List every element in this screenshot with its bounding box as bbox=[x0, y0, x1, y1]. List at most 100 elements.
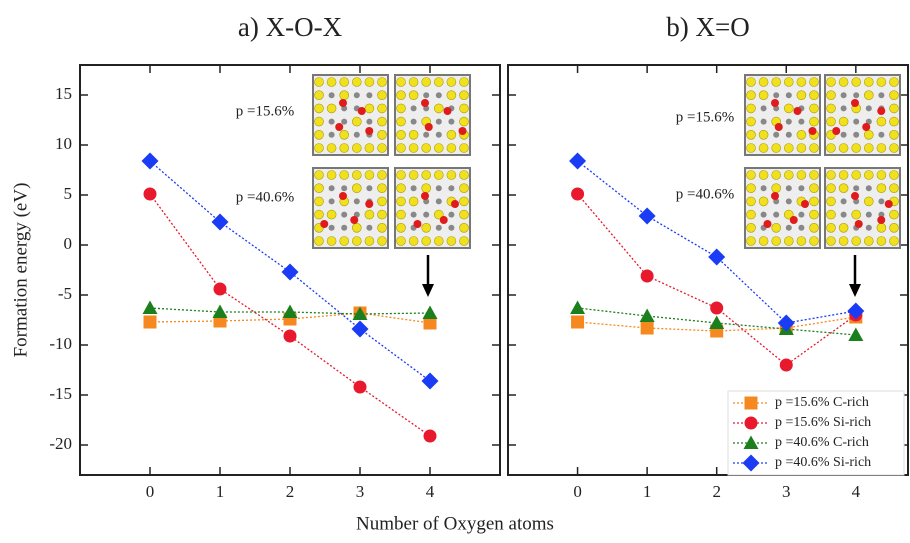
atom-c bbox=[840, 211, 847, 218]
atom-si bbox=[771, 170, 782, 180]
atom-si bbox=[746, 223, 756, 233]
atom-c bbox=[865, 105, 872, 112]
atom-o bbox=[771, 192, 779, 200]
atom-c bbox=[760, 105, 767, 112]
atom-si bbox=[746, 130, 756, 140]
marker-triangle bbox=[212, 304, 228, 318]
annotation: p =40.6% bbox=[236, 189, 294, 205]
atom-si bbox=[377, 236, 387, 246]
marker-triangle bbox=[570, 300, 586, 314]
atom-si bbox=[809, 223, 819, 233]
atom-si bbox=[758, 130, 769, 140]
atom-c bbox=[840, 92, 847, 99]
marker-diamond bbox=[351, 320, 369, 338]
atom-o bbox=[413, 220, 422, 228]
marker-circle bbox=[283, 329, 297, 343]
atom-si bbox=[377, 196, 387, 207]
y-tick-label: 5 bbox=[64, 184, 73, 203]
atom-si bbox=[783, 236, 794, 246]
atom-si bbox=[377, 130, 387, 140]
legend-label: p =40.6% C-rich bbox=[775, 435, 869, 450]
atom-si bbox=[433, 236, 444, 246]
atom-c bbox=[785, 224, 792, 231]
marker-triangle bbox=[709, 315, 725, 329]
marker-circle bbox=[779, 358, 793, 372]
atom-si bbox=[758, 90, 769, 100]
atom-si bbox=[826, 103, 836, 114]
atom-si bbox=[863, 90, 874, 100]
structure-inset bbox=[394, 74, 471, 156]
atom-si bbox=[876, 236, 887, 246]
atom-c bbox=[423, 92, 430, 99]
x-tick-label: 0 bbox=[146, 482, 155, 501]
atom-o bbox=[877, 216, 886, 224]
x-tick-label: 1 bbox=[643, 482, 652, 501]
atom-si bbox=[433, 77, 444, 87]
marker-circle bbox=[710, 301, 724, 315]
atom-c bbox=[423, 211, 430, 218]
atom-o bbox=[862, 123, 871, 131]
atom-c bbox=[353, 211, 360, 218]
atom-c bbox=[328, 92, 335, 99]
atom-si bbox=[314, 209, 324, 220]
atom-si bbox=[838, 143, 849, 153]
atom-si bbox=[408, 236, 419, 246]
atom-c bbox=[341, 118, 348, 125]
series-line bbox=[577, 307, 856, 336]
atom-c bbox=[878, 198, 885, 205]
atom-c bbox=[840, 105, 847, 112]
arrow-head bbox=[849, 284, 861, 297]
atom-si bbox=[876, 183, 887, 193]
atom-si bbox=[746, 196, 756, 207]
inset-frame bbox=[744, 167, 821, 249]
atom-c bbox=[423, 131, 430, 138]
atom-o bbox=[771, 99, 779, 107]
atom-si bbox=[459, 77, 469, 87]
atom-si bbox=[889, 116, 899, 127]
atom-c bbox=[785, 131, 792, 138]
atom-o bbox=[832, 127, 841, 135]
atom-o bbox=[424, 123, 433, 131]
atom-si bbox=[851, 209, 862, 220]
atom-si bbox=[421, 236, 432, 246]
atom-si bbox=[339, 236, 350, 246]
atom-si bbox=[446, 170, 457, 180]
atom-si bbox=[809, 103, 819, 114]
marker-diamond bbox=[777, 314, 795, 332]
atom-si bbox=[783, 103, 794, 114]
atom-si bbox=[809, 116, 819, 127]
atom-si bbox=[396, 90, 406, 100]
atom-c bbox=[435, 92, 442, 99]
atom-si bbox=[433, 209, 444, 220]
atom-si bbox=[364, 77, 375, 87]
atom-c bbox=[785, 118, 792, 125]
atom-c bbox=[435, 131, 442, 138]
inset-frame bbox=[824, 167, 901, 249]
inset-frame bbox=[312, 74, 389, 156]
atom-o bbox=[851, 99, 859, 107]
atom-si bbox=[809, 209, 819, 220]
legend-label: p =15.6% C-rich bbox=[775, 395, 869, 410]
atom-c bbox=[773, 131, 780, 138]
atom-si bbox=[459, 183, 469, 193]
atom-si bbox=[421, 77, 432, 87]
atom-si bbox=[851, 143, 862, 153]
x-tick-label: 1 bbox=[216, 482, 225, 501]
atom-c bbox=[785, 185, 792, 192]
atom-c bbox=[366, 224, 373, 231]
atom-c bbox=[435, 118, 442, 125]
atom-si bbox=[783, 143, 794, 153]
marker-circle bbox=[353, 380, 367, 394]
atom-si bbox=[351, 170, 362, 180]
atom-si bbox=[351, 236, 362, 246]
atom-si bbox=[889, 183, 899, 193]
atom-si bbox=[433, 143, 444, 153]
atom-si bbox=[459, 223, 469, 233]
atom-si bbox=[459, 170, 469, 180]
atom-si bbox=[783, 209, 794, 220]
atom-c bbox=[328, 185, 335, 192]
atom-si bbox=[771, 77, 782, 87]
atom-si bbox=[446, 236, 457, 246]
atom-si bbox=[889, 130, 899, 140]
atom-si bbox=[796, 77, 807, 87]
